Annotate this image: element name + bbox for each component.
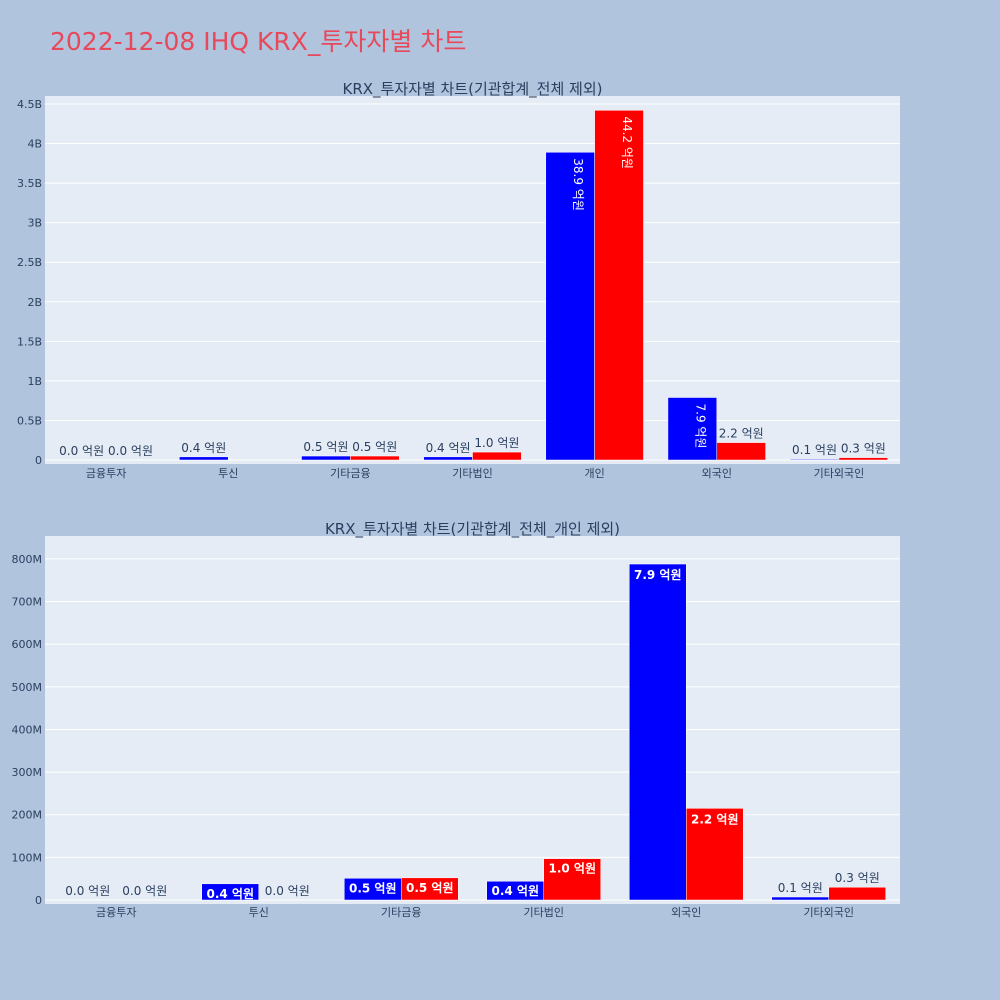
data-label: 0.5 억원	[303, 440, 348, 454]
y-tick-label: 1B	[27, 375, 42, 388]
x-tick-label: 금융투자	[96, 906, 136, 919]
bar	[301, 455, 351, 461]
bar	[667, 397, 718, 461]
y-tick-label: 4B	[27, 138, 42, 151]
x-tick-label: 기타외국인	[814, 467, 865, 480]
y-tick-label: 700M	[12, 596, 43, 609]
data-label: 0.5 억원	[352, 440, 397, 454]
x-tick-label: 투신	[218, 467, 238, 480]
data-label: 0.3 억원	[841, 442, 886, 456]
bar	[472, 451, 522, 461]
data-label: 0.3 억원	[835, 871, 880, 885]
y-tick-label: 0.5B	[17, 414, 42, 427]
x-tick-label: 기타금융	[381, 906, 421, 919]
data-label: 0.0 억원	[65, 884, 110, 898]
page-title: 2022-12-08 IHQ KRX_투자자별 차트	[50, 27, 467, 56]
bar	[201, 883, 259, 901]
data-label: 0.0 억원	[59, 444, 104, 458]
data-label: 0.0 억원	[122, 884, 167, 898]
data-label: 7.9 억원	[634, 568, 682, 582]
y-tick-label: 200M	[12, 809, 43, 822]
data-label: 1.0 억원	[548, 862, 596, 876]
y-tick-label: 500M	[12, 681, 43, 694]
data-label: 1.0 억원	[474, 436, 519, 450]
plot-area	[45, 96, 900, 464]
bar	[179, 456, 229, 461]
bar	[350, 455, 400, 461]
data-label: 2.2 억원	[691, 812, 739, 826]
bar	[423, 456, 473, 461]
data-label: 0.4 억원	[491, 884, 539, 898]
x-tick-label: 기타법인	[524, 906, 564, 919]
bar	[789, 458, 840, 461]
data-label: 0.4 억원	[426, 441, 471, 455]
bar	[401, 877, 459, 901]
y-tick-label: 2.5B	[17, 256, 42, 269]
chart-title: KRX_투자자별 차트(기관합계_전체_개인 제외)	[325, 520, 620, 539]
data-label: 0.4 억원	[206, 887, 254, 901]
bar	[686, 808, 744, 901]
y-tick-label: 0	[35, 454, 42, 467]
x-tick-label: 금융투자	[86, 467, 126, 480]
data-label: 0.1 억원	[792, 443, 837, 457]
data-label: 0.4 억원	[181, 441, 226, 455]
data-label: 44.2 억원	[620, 116, 634, 169]
data-label: 0.5 억원	[349, 881, 397, 895]
data-label: 0.0 억원	[108, 444, 153, 458]
bar	[716, 442, 766, 461]
y-tick-label: 3.5B	[17, 177, 42, 190]
data-label: 7.9 억원	[693, 404, 707, 449]
data-label: 0.0 억원	[265, 884, 310, 898]
y-tick-label: 1.5B	[17, 335, 42, 348]
x-tick-label: 기타외국인	[803, 906, 854, 919]
x-tick-label: 외국인	[671, 906, 701, 919]
data-label: 0.1 억원	[778, 881, 823, 895]
y-tick-label: 400M	[12, 723, 43, 736]
bar	[594, 110, 644, 461]
chart-1: 0 0.5B 1B 1.5B 2B 2.5B 3B 3.5B 4B 4.5B KRX_투자자별 차트…	[17, 80, 900, 480]
bar	[828, 886, 886, 901]
y-tick-label: 600M	[12, 638, 43, 651]
x-tick-label: 기타금융	[330, 467, 370, 480]
data-label: 38.9 억원	[571, 158, 585, 211]
y-tick-label: 300M	[12, 766, 43, 779]
chart-2: 0 100M 200M 300M 400M 500M 600M 700M 800M KRX_투자자…	[12, 520, 900, 919]
data-label: 0.5 억원	[406, 881, 454, 895]
y-tick-label: 800M	[12, 553, 43, 566]
data-label: 2.2 억원	[719, 427, 764, 441]
bar	[629, 563, 687, 901]
bar	[545, 152, 595, 461]
y-tick-label: 0	[35, 894, 42, 907]
y-tick-label: 4.5B	[17, 98, 42, 111]
bar	[838, 457, 889, 461]
bar	[543, 858, 601, 901]
y-tick-label: 2B	[27, 296, 42, 309]
y-tick-label: 3B	[27, 217, 42, 230]
x-tick-label: 기타법인	[452, 467, 492, 480]
chart-title: KRX_투자자별 차트(기관합계_전체 제외)	[343, 80, 603, 99]
x-tick-label: 외국인	[702, 467, 732, 480]
plot-area	[45, 536, 900, 904]
y-tick-label: 100M	[12, 851, 43, 864]
bar	[771, 896, 829, 901]
x-tick-label: 개인	[585, 467, 605, 480]
x-tick-label: 투신	[249, 906, 269, 919]
